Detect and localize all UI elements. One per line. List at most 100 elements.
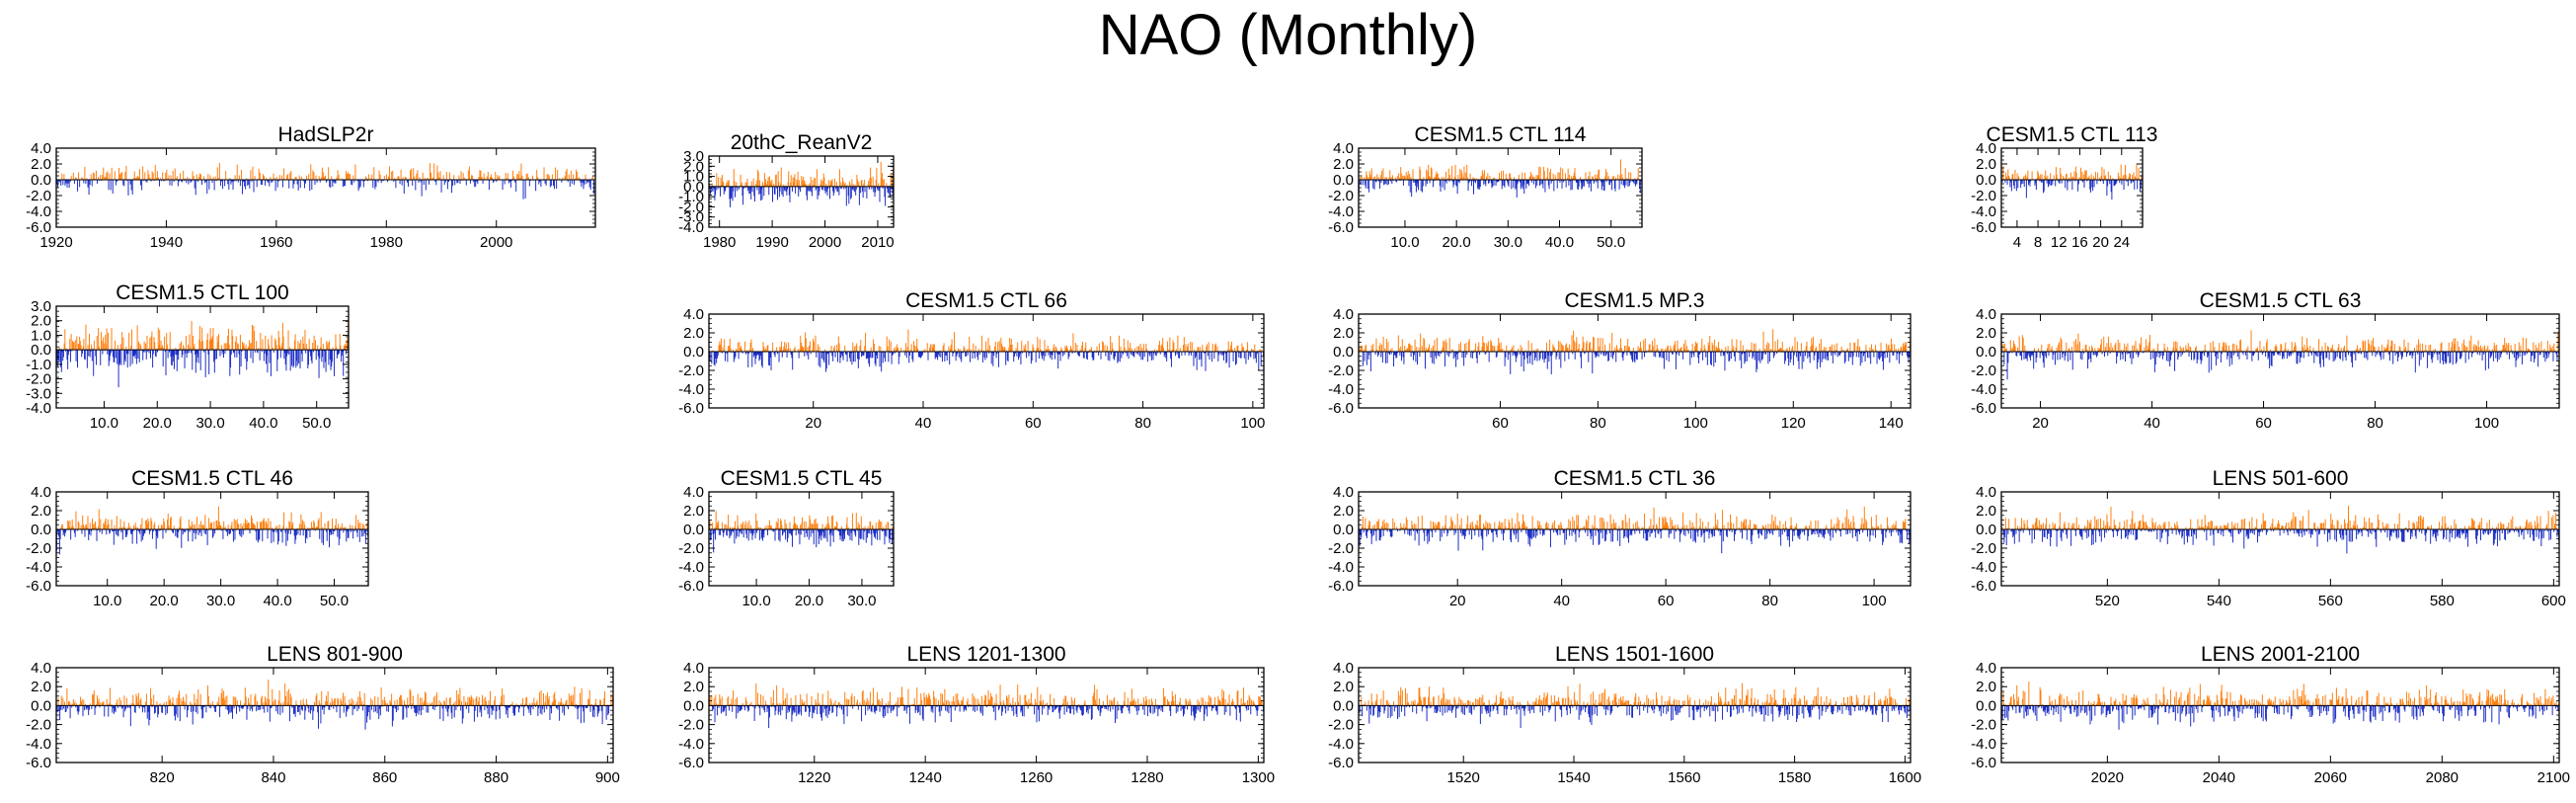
y-tick-label: -2.0 [26,188,51,204]
y-tick-label: 0.0 [1333,344,1354,361]
x-tick-label: 100 [2474,415,2499,432]
x-tick-label: 60 [1025,415,1042,432]
y-tick-label: -1.0 [678,189,704,205]
y-tick-label: 4.0 [683,306,704,323]
y-tick-label: 0.0 [683,344,704,361]
y-tick-label: 0.0 [1976,344,1996,361]
plot-frame [55,147,596,228]
y-tick-label: -3.0 [26,385,51,402]
y-tick-label: 2.0 [31,156,51,173]
x-tick-label: 1990 [755,234,788,251]
y-tick-label: -2.0 [678,362,704,379]
x-tick-label: 30.0 [195,415,224,432]
x-tick-label: 24 [2113,234,2130,251]
panel-title: CESM1.5 CTL 66 [905,289,1067,312]
y-tick-label: 2.0 [1333,325,1354,342]
x-tick-label: 1940 [150,234,183,251]
x-tick-label: 40.0 [1545,234,1574,251]
y-tick-label: -2.0 [1971,362,1996,379]
x-tick-label: 2010 [861,234,894,251]
y-tick-label: -4.0 [26,400,51,417]
x-tick-label: 12 [2051,234,2068,251]
y-tick-label: 1.0 [683,169,704,186]
x-tick-label: 50.0 [302,415,331,432]
plot-frame [708,155,895,228]
y-tick-label: 2.0 [683,325,704,342]
x-tick-label: 8 [2034,234,2042,251]
y-tick-label: 0.0 [1333,172,1354,189]
y-tick-label: -1.0 [26,357,51,373]
x-tick-label: 1980 [370,234,403,251]
nao-panel: 4.0 2.0 0.0-2.0 -4.0 -6.0 60 80 100 120 140 CESM1.… [1328,289,1912,432]
panel-title: 20thC_ReanV2 [731,131,873,154]
nao-panel: 4.0 2.0 0.0-2.0 -4.0 -6.0 20 40 60 80 100 CESM1.5 … [678,289,1265,432]
x-tick-label: 16 [2071,234,2088,251]
panel-title: CESM1.5 CTL 100 [116,281,288,304]
y-tick-label: -2.0 [678,199,704,215]
y-tick-label: -6.0 [1971,219,1996,236]
panel-title: CESM1.5 MP.3 [1564,289,1704,312]
x-tick-label: 2000 [480,234,512,251]
y-tick-label: -6.0 [1328,219,1354,236]
plot-frame [1358,147,1643,228]
y-tick-label: 0.0 [31,342,51,359]
y-tick-label: -4.0 [678,219,704,236]
y-tick-label: 2.0 [683,158,704,175]
x-tick-label: 2000 [809,234,841,251]
y-tick-label: 4.0 [1333,306,1354,323]
x-tick-label: 100 [1683,415,1708,432]
y-tick-label: -6.0 [1971,400,1996,417]
y-tick-label: -4.0 [1971,381,1996,398]
x-tick-label: 1980 [703,234,736,251]
y-tick-label: -4.0 [26,203,51,220]
y-tick-label: -4.0 [1328,203,1354,220]
y-tick-label: 0.0 [683,179,704,196]
y-tick-label: -2.0 [1328,188,1354,204]
y-tick-label: 4.0 [31,140,51,157]
nao-panel: 3.02.01.00.0-1.0-2.0-3.0-4.0 10.0 20.0 30.0… [26,281,350,432]
x-tick-label: 1920 [39,234,72,251]
panel-title: CESM1.5 CTL 63 [2200,289,2362,312]
x-tick-label: 80 [1134,415,1151,432]
x-tick-label: 30.0 [1494,234,1522,251]
x-tick-label: 10.0 [1390,234,1419,251]
y-tick-label: 4.0 [1976,306,1996,323]
y-tick-label: 2.0 [1333,156,1354,173]
x-tick-label: 40 [915,415,932,432]
y-tick-label: 2.0 [1976,325,1996,342]
nao-panel: 4.02.00.0-2.0-4.0-6.010.0 20.0 30.0 40.0 50.… [26,467,369,609]
x-tick-label: 4 [2013,234,2021,251]
y-tick-label: -2.0 [1328,362,1354,379]
y-tick-label: 4.0 [1976,140,1996,157]
y-tick-label: 2.0 [1976,156,1996,173]
y-tick-label: 1.0 [31,327,51,344]
y-tick-label: -6.0 [26,219,51,236]
panel-title: CESM1.5 CTL 113 [1987,123,2158,146]
figure-title: NAO (Monthly) [1098,3,1478,67]
y-tick-label: 0.0 [1976,172,1996,189]
x-tick-label: 80 [1590,415,1606,432]
x-tick-label: 50.0 [1597,234,1625,251]
y-tick-label: -4.0 [1971,203,1996,220]
y-tick-label: 3.0 [683,148,704,165]
y-tick-label: 2.0 [31,313,51,330]
x-tick-label: 100 [1240,415,1265,432]
x-tick-label: 40 [2144,415,2160,432]
x-tick-label: 40.0 [249,415,277,432]
x-tick-label: 140 [1879,415,1904,432]
nao-panel: 4.02.00.0-2.0-4.0-6.010.0 20.0 30.0 40.0 50.… [1328,123,1643,251]
y-tick-label: -4.0 [678,381,704,398]
x-tick-label: 60 [2255,415,2272,432]
panel-title: CESM1.5 CTL 114 [1415,123,1587,146]
y-tick-label: -4.0 [1328,381,1354,398]
x-tick-label: 80 [2367,415,2383,432]
plot-frame [2000,313,2560,409]
y-tick-label: -2.0 [26,371,51,388]
nao-panel: 4.0 2.0 0.0-2.0 -4.0 -6.0 20 40 60 80 100 CESM1.5 … [1971,289,2560,432]
y-tick-label: -2.0 [1971,188,1996,204]
x-tick-label: 1960 [260,234,292,251]
x-tick-label: 20 [805,415,821,432]
